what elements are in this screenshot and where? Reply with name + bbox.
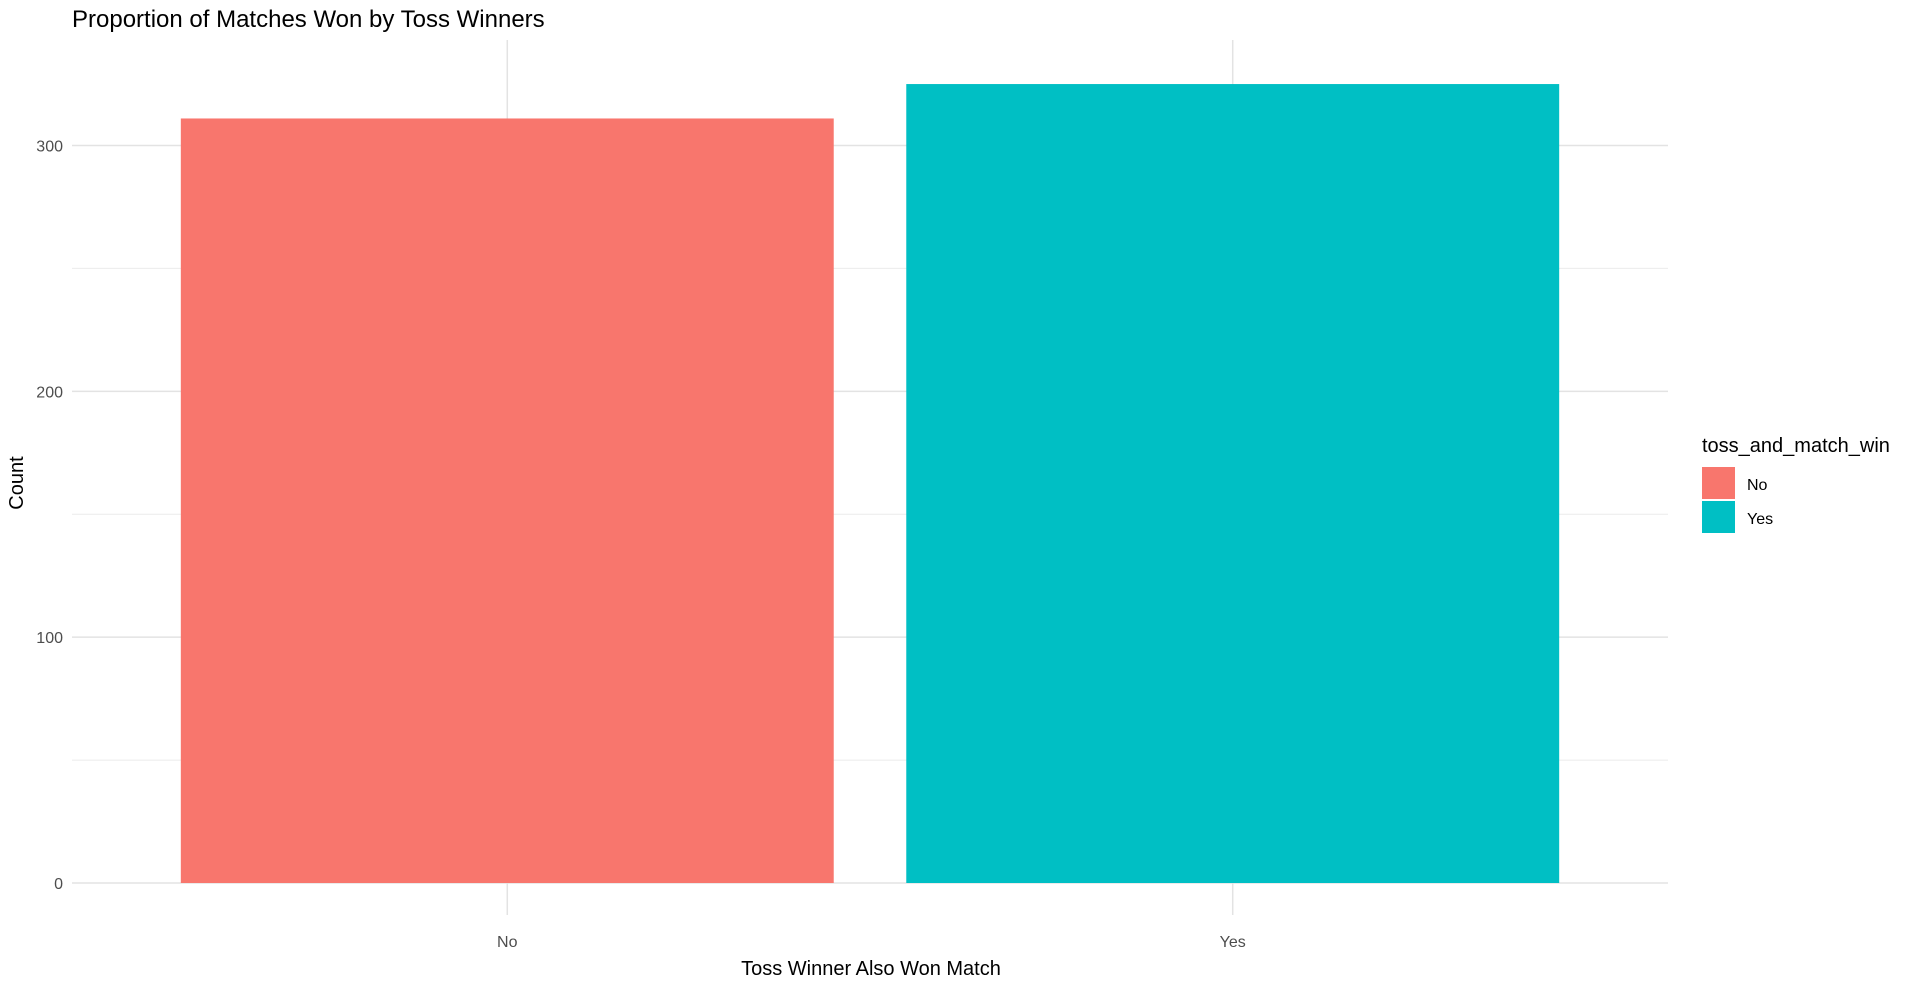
legend-label-no: No (1747, 477, 1768, 494)
legend: toss_and_match_win No Yes (1702, 435, 1890, 533)
y-axis-title: Count (6, 456, 28, 510)
x-axis-title: Toss Winner Also Won Match (741, 958, 1001, 980)
bars (180, 84, 1560, 884)
y-tick-label: 100 (36, 630, 63, 647)
y-axis-ticks: 0 100 200 300 (36, 139, 63, 893)
x-axis-ticks: No Yes (497, 934, 1246, 951)
bar-yes (906, 84, 1560, 884)
bar-no (180, 118, 834, 884)
y-tick-label: 0 (54, 876, 63, 893)
x-tick-label: Yes (1220, 934, 1246, 951)
y-tick-label: 200 (36, 384, 63, 401)
legend-title: toss_and_match_win (1702, 435, 1890, 457)
legend-label-yes: Yes (1747, 511, 1773, 528)
legend-key-yes (1702, 501, 1735, 533)
y-tick-label: 300 (36, 139, 63, 156)
chart-title: Proportion of Matches Won by Toss Winner… (72, 6, 545, 33)
legend-key-no (1702, 467, 1735, 499)
x-tick-label: No (497, 934, 518, 951)
